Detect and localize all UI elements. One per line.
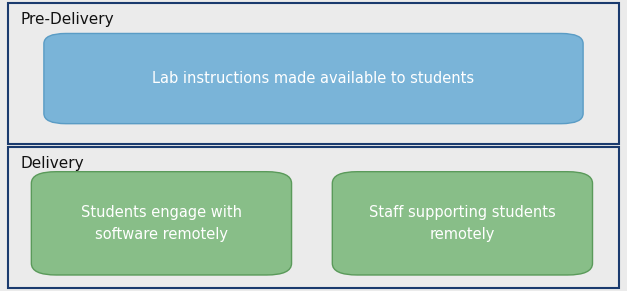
Text: Lab instructions made available to students: Lab instructions made available to stude… [152, 71, 475, 86]
FancyBboxPatch shape [31, 172, 292, 275]
Bar [8, 147, 619, 288]
Text: Staff supporting students
remotely: Staff supporting students remotely [369, 205, 556, 242]
Text: Delivery: Delivery [20, 156, 83, 171]
FancyBboxPatch shape [332, 172, 593, 275]
Text: Pre-Delivery: Pre-Delivery [20, 12, 113, 27]
Bar [8, 3, 619, 144]
Text: Students engage with
software remotely: Students engage with software remotely [81, 205, 242, 242]
FancyBboxPatch shape [44, 33, 583, 124]
